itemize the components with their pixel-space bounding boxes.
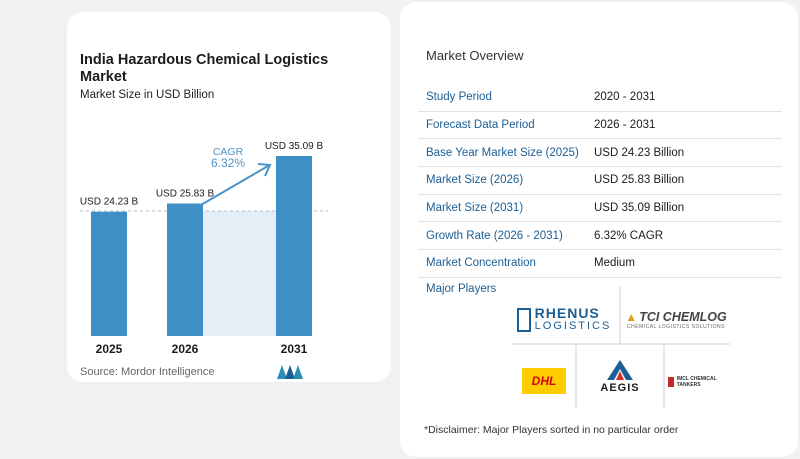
source-note: Source: Mordor Intelligence [80,366,215,378]
overview-row: Market Concentration Medium [418,249,782,278]
x-tick-2025: 2025 [96,342,123,356]
bar-2026 [167,203,203,336]
aegis-logo: AEGIS [584,352,656,402]
overview-row-label: Market Size (2031) [418,194,594,223]
data-label-2031: USD 35.09 B [265,141,324,152]
iocl-mark-icon [668,377,674,387]
bar-2025 [91,211,127,336]
rhenus-mark-icon [516,308,531,332]
aegis-mark-icon [607,360,633,380]
aegis-logo-text: AEGIS [600,382,640,394]
overview-row: Base Year Market Size (2025) USD 24.23 Bi… [418,138,782,168]
disclaimer: *Disclaimer: Major Players sorted in no … [424,424,679,436]
rhenus-logo-bottom: LOGISTICS [534,320,612,332]
overview-row-label: Market Concentration [418,249,594,278]
iocl-logo: IMCL CHEMICAL TANKERS [668,370,730,394]
overview-table: Study Period 2020 - 2031 Forecast Data Per… [418,84,782,278]
mordor-logo-icon [277,365,303,379]
tci-chemlog-logo: ▲ TCI CHEMLOG CHEMICAL LOGISTICS SOLUTIO… [624,300,728,340]
overview-row-label: Study Period [418,84,594,112]
overview-row-value: USD 24.23 Billion [594,138,782,168]
overview-row: Market Size (2026) USD 25.83 Billion [418,166,782,195]
overview-row-label: Base Year Market Size (2025) [418,138,594,168]
overview-row-value: 2020 - 2031 [594,84,782,112]
overview-row-value: 2026 - 2031 [594,111,782,140]
rhenus-logo: RHENUS LOGISTICS [516,300,612,340]
overview-row: Market Size (2031) USD 35.09 Billion [418,194,782,223]
overview-row-value: 6.32% CAGR [594,221,782,251]
tci-logo-main: TCI CHEMLOG [639,310,727,324]
dhl-logo-text: DHL [531,374,557,388]
overview-row: Study Period 2020 - 2031 [418,84,782,112]
chart-subtitle: Market Size in USD Billion [80,89,215,101]
overview-row: Forecast Data Period 2026 - 2031 [418,111,782,140]
cagr-arrow-head [257,163,272,177]
overview-row-label: Market Size (2026) [418,166,594,195]
overview-row-value: USD 25.83 Billion [594,166,782,195]
overview-row-value: Medium [594,249,782,278]
overview-title: Market Overview [426,48,524,63]
x-tick-2026: 2026 [172,342,199,356]
major-players-title: Major Players [426,283,497,295]
overview-row: Growth Rate (2026 - 2031) 6.32% CAGR [418,221,782,251]
rhenus-logo-top: RHENUS [534,305,600,321]
bar-chart: USD 24.23 B 2025 USD 25.83 B 2026 USD 35.09 … [80,141,328,356]
tci-flame-icon: ▲ [625,310,638,324]
overview-row-value: USD 35.09 Billion [594,194,782,223]
cagr-label: CAGR [213,146,244,158]
data-label-2026: USD 25.83 B [156,189,215,200]
dhl-logo: DHL [522,368,566,394]
overview-row-label: Forecast Data Period [418,111,594,140]
cagr-value: 6.32% [211,156,245,170]
x-tick-2031: 2031 [281,342,308,356]
bar-2031 [276,156,312,336]
data-label-2025: USD 24.23 B [80,197,139,208]
forecast-band [191,211,276,336]
iocl-logo-text: IMCL CHEMICAL TANKERS [676,376,717,388]
cagr-arrow [193,165,269,210]
chart-title: India Hazardous Chemical Logistics Marke… [80,52,329,85]
tci-logo-sub: CHEMICAL LOGISTICS SOLUTIONS [627,324,725,330]
overview-row-label: Growth Rate (2026 - 2031) [418,221,594,251]
